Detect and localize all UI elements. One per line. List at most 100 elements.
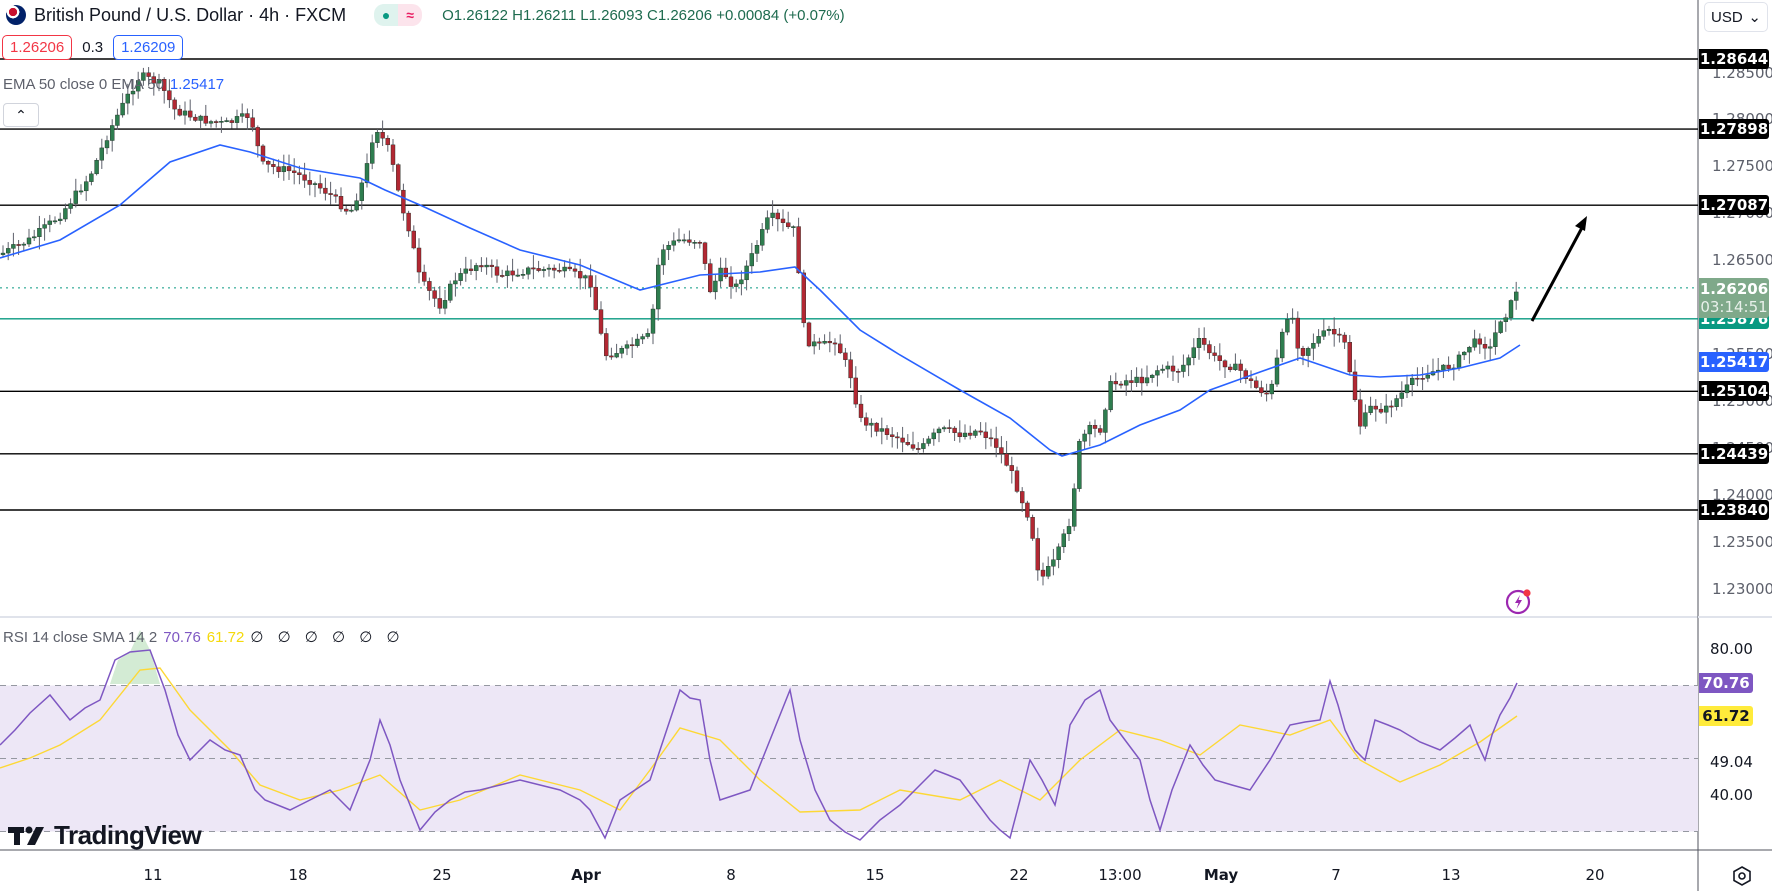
ema-label: EMA 50 close 0 EMA 50	[3, 76, 164, 93]
trend-arrow-line[interactable]	[1530, 223, 1586, 322]
candle-body	[713, 280, 718, 293]
candle-body	[234, 116, 240, 123]
buy-button[interactable]: 1.26209	[113, 35, 184, 60]
tradingview-logo[interactable]: TradingView	[8, 820, 202, 851]
candle-body	[380, 132, 385, 139]
symbol-title[interactable]: British Pound / U.S. Dollar · 4h · FXCM	[34, 4, 347, 25]
rsi-legend[interactable]: RSI 14 close SMA 14 2 70.76 61.72 ∅ ∅ ∅ ∅ ∅…	[3, 628, 405, 646]
candle-body	[1295, 317, 1301, 349]
candle-body	[1051, 559, 1056, 567]
candle-body	[988, 437, 994, 440]
candle-body	[1399, 392, 1405, 399]
candle-body	[494, 266, 500, 276]
candle-body	[1020, 491, 1025, 504]
candle-body	[396, 164, 401, 191]
candle-body	[1248, 378, 1254, 381]
candle-body	[0, 252, 6, 255]
candle-body	[905, 442, 910, 445]
candle-body	[250, 117, 255, 128]
candle-body	[1394, 398, 1399, 407]
rsi-tick-label: 49.04	[1710, 753, 1753, 771]
price-tick-label: 1.24000	[1712, 485, 1772, 504]
candle-body	[858, 403, 864, 418]
candle-body	[739, 279, 744, 285]
ema-legend[interactable]: EMA 50 close 0 EMA 50 1.25417	[3, 76, 224, 93]
candle-body	[650, 308, 656, 334]
candle-body	[1207, 344, 1212, 354]
candle-body	[609, 355, 614, 358]
candle-body	[624, 344, 630, 349]
time-tick-label: 20	[1585, 866, 1605, 884]
candle-body	[260, 145, 266, 162]
price-level-tag: 1.28644	[1699, 49, 1769, 69]
candle-body	[52, 220, 58, 223]
candle-body	[853, 377, 858, 405]
candle-body	[1326, 328, 1332, 331]
candle-body	[843, 352, 848, 360]
candle-body	[1446, 364, 1451, 369]
market-status-pill[interactable]: ● ≈	[374, 4, 423, 26]
candle-body	[1425, 374, 1431, 379]
candle-body	[1071, 488, 1077, 527]
candle-body	[94, 159, 99, 175]
candle-body	[1415, 377, 1420, 380]
candle-body	[42, 224, 47, 229]
collapse-legend-button[interactable]: ⌃	[3, 103, 39, 127]
candle-body	[1160, 368, 1165, 371]
settings-gear-icon[interactable]	[1730, 864, 1754, 888]
currency-select[interactable]: USD ⌄	[1704, 2, 1768, 32]
candle-body	[1082, 433, 1087, 442]
candle-body	[999, 447, 1004, 454]
candle-body	[848, 359, 853, 379]
candle-body	[141, 72, 146, 81]
candle-body	[926, 438, 931, 444]
candle-body	[219, 121, 224, 123]
candle-body	[281, 166, 286, 173]
candle-body	[266, 161, 271, 165]
candle-body	[11, 244, 16, 249]
current-price-tag: 1.26206 03:14:51	[1699, 277, 1769, 318]
candle-body	[500, 275, 505, 277]
candle-body	[791, 226, 796, 228]
candle-body	[780, 218, 786, 223]
rsi-value: 70.76	[163, 629, 201, 646]
candle-body	[224, 120, 229, 122]
price-level-tag: 1.24439	[1699, 443, 1769, 464]
candle-body	[1503, 317, 1509, 322]
candle-body	[957, 432, 962, 437]
bar-countdown: 03:14:51	[1700, 297, 1768, 316]
candle-body	[104, 140, 110, 149]
candle-body	[1274, 357, 1280, 385]
candle-body	[1363, 412, 1368, 427]
candle-body	[115, 114, 120, 126]
candle-body	[661, 249, 666, 266]
candle-body	[146, 72, 151, 77]
lightning-alert-icon[interactable]	[1505, 587, 1533, 615]
candle-body	[557, 270, 562, 272]
candle-body	[536, 268, 541, 271]
spread-value: 0.3	[82, 39, 104, 56]
candle-body	[1404, 384, 1410, 394]
candle-body	[1212, 352, 1217, 356]
candle-body	[1077, 441, 1082, 489]
rsi-value-tag: 61.72	[1699, 705, 1753, 726]
candle-body	[1149, 374, 1155, 378]
candle-body	[239, 113, 245, 117]
gbpusd-flag-icon	[6, 5, 26, 25]
candle-body	[1253, 380, 1259, 388]
ema-50-line	[0, 144, 1521, 457]
candle-body	[401, 189, 406, 214]
candle-body	[890, 434, 895, 437]
candle-body	[676, 239, 682, 242]
time-tick-label: 18	[288, 866, 308, 884]
candle-body	[276, 166, 281, 173]
candle-body	[1123, 380, 1129, 386]
candle-body	[531, 267, 536, 270]
sell-button[interactable]: 1.26206	[2, 35, 73, 60]
candle-body	[1191, 347, 1197, 358]
candle-body	[1186, 357, 1191, 366]
candle-body	[817, 341, 822, 344]
candle-body	[370, 142, 375, 164]
candle-body	[983, 431, 988, 438]
